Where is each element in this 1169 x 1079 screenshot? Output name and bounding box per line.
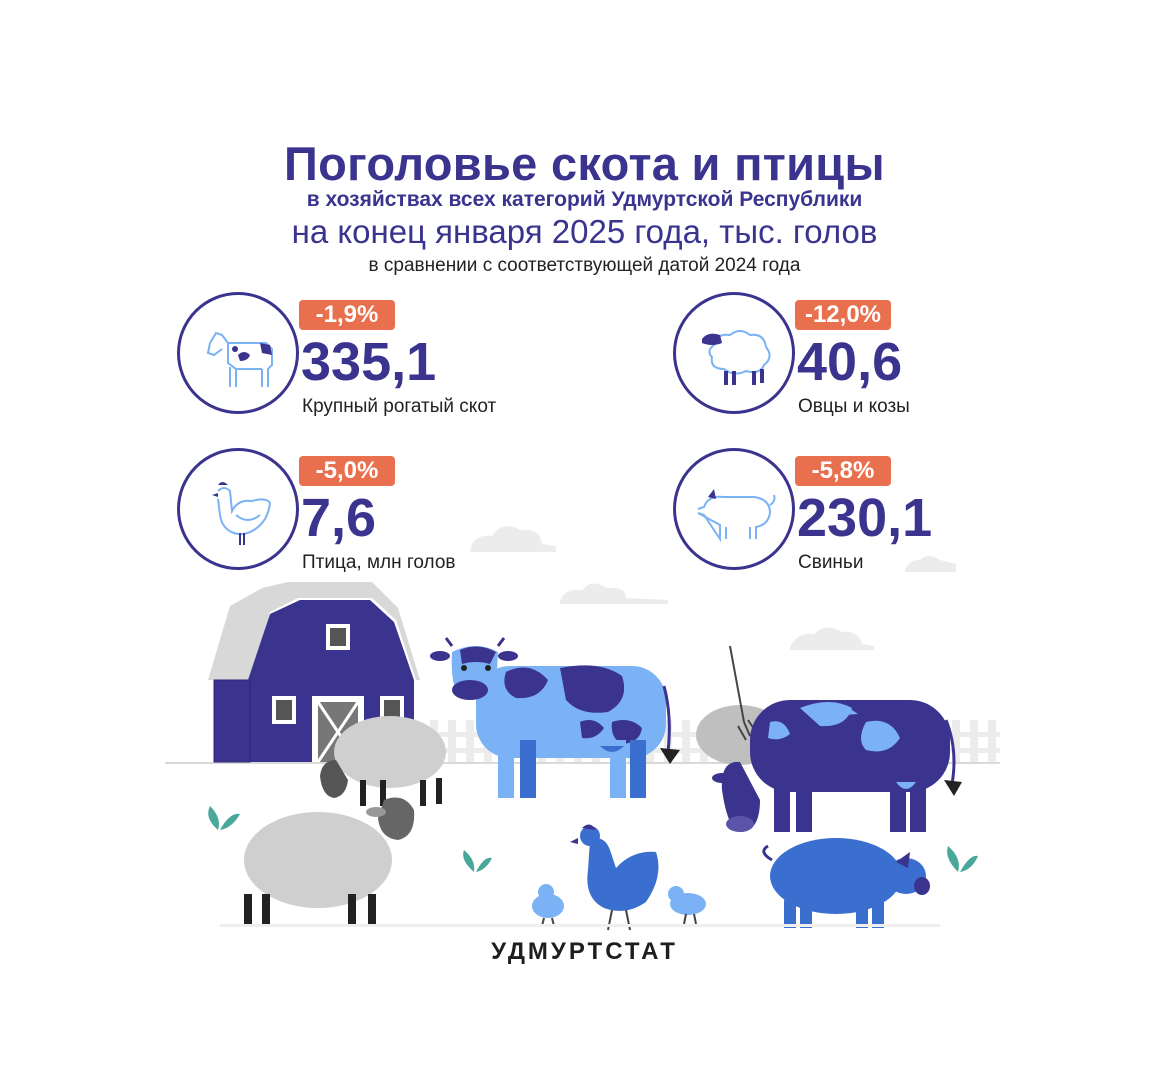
chick [668, 886, 706, 925]
stat-sheep: -12,0% 40,6 Овцы и козы [673, 292, 1093, 422]
cow-icon [177, 292, 299, 414]
fence-picket [448, 720, 456, 762]
period-text: на конец января 2025 года, тыс. голов [291, 213, 878, 250]
sheep-icon [673, 292, 795, 414]
udmurtstat-logo: УДМУРТСТАТ [491, 938, 678, 965]
pig-icon [673, 448, 795, 570]
fence-picket [682, 720, 690, 762]
stat-poultry: -5,0% 7,6 Птица, млн голов [177, 448, 597, 578]
plant-icon [208, 806, 978, 872]
chicken-icon [177, 448, 299, 570]
stat-value: 40,6 [797, 332, 903, 392]
hen [570, 824, 659, 931]
cow-standing [430, 637, 680, 798]
page-subtitle: в хозяйствах всех категорий Удмуртской Р… [306, 188, 863, 211]
chick [532, 884, 564, 927]
stat-label: Птица, млн голов [302, 552, 456, 573]
sheep-back [320, 716, 446, 806]
page-title: Поголовье скота и птицы [284, 137, 885, 190]
stat-label: Свиньи [798, 552, 864, 573]
change-badge: -1,9% [299, 300, 395, 330]
stat-label: Крупный рогатый скот [302, 396, 497, 417]
fence-picket [970, 720, 978, 762]
fence-picket [988, 720, 996, 762]
comparison-text: в сравнении с соответствующей датой 2024… [368, 255, 801, 276]
stat-label: Овцы и козы [798, 396, 910, 417]
stat-value: 230,1 [797, 488, 933, 548]
stat-value: 335,1 [301, 332, 437, 392]
cloud-icon [470, 526, 956, 650]
pig [762, 838, 930, 928]
stat-value: 7,6 [301, 488, 377, 548]
stat-pigs: -5,8% 230,1 Свиньи [673, 448, 1093, 578]
fence-picket [466, 720, 474, 762]
change-badge: -12,0% [795, 300, 891, 330]
change-badge: -5,8% [795, 456, 891, 486]
sheep-front [244, 797, 415, 924]
cow-grazing [712, 700, 962, 832]
change-badge: -5,0% [299, 456, 395, 486]
stat-cattle: -1,9% 335,1 Крупный рогатый скот [177, 292, 597, 422]
fence-picket [952, 720, 960, 762]
